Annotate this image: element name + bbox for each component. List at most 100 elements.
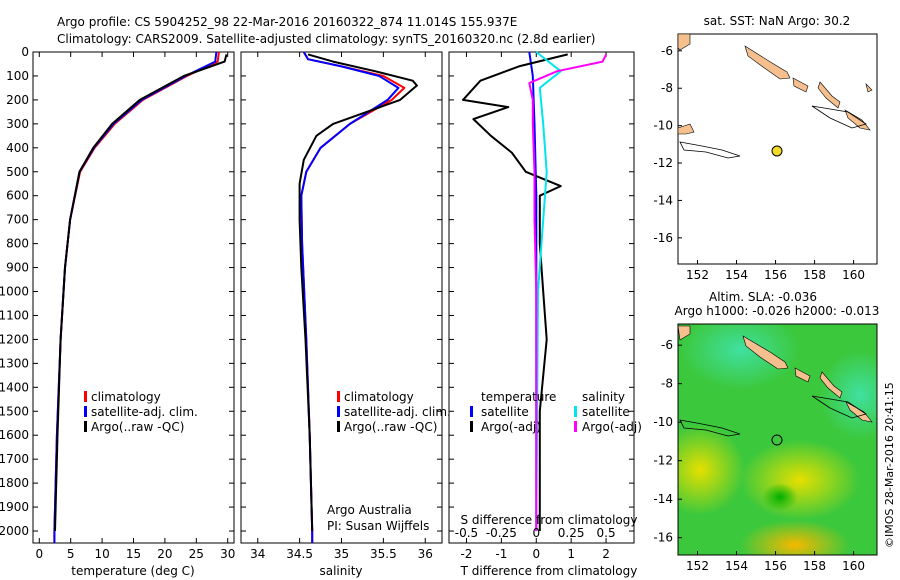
land-shape (744, 45, 791, 80)
x-tick-label: 154 (725, 559, 748, 573)
imos-credit: ©IMOS 28-Mar-2016 20:41:15 (883, 382, 896, 548)
y-tick-label: 300 (6, 117, 29, 131)
y-tick-label: 1300 (0, 356, 29, 370)
y-tick-label: 800 (6, 237, 29, 251)
legend-climatology: climatology (344, 390, 414, 404)
difference-legend: temperature satellite Argo(-adj) salinit… (470, 390, 642, 434)
series-satellite-adj-clim (53, 51, 218, 543)
legend-sal-satellite: satellite (582, 405, 630, 419)
land-shape (817, 81, 841, 109)
legend-argo: Argo(..raw -QC) (91, 420, 184, 434)
y-tick-label: 900 (6, 261, 29, 275)
legend-swatch-argo (84, 421, 87, 432)
reef-outline (679, 419, 741, 437)
land-shape (819, 371, 843, 399)
x-tick-label: 0 (35, 547, 43, 561)
y-tick-label: 1100 (0, 308, 29, 322)
s-tick-label: 0 (532, 526, 540, 540)
x-tick-label: 15 (126, 547, 141, 561)
legend-satellite: satellite-adj. clim. (344, 405, 451, 419)
y-tick-label: -14 (653, 193, 673, 207)
temperature-legend: climatology satellite-adj. clim. Argo(..… (84, 390, 198, 434)
y-tick-label: -10 (653, 119, 673, 133)
y-tick-label: -16 (653, 231, 673, 245)
x-tick-label: 25 (189, 547, 204, 561)
land-shape (742, 335, 789, 370)
map1-title: sat. SST: NaN Argo: 30.2 (704, 14, 851, 28)
y-tick-label: -6 (661, 44, 673, 58)
legend-swatch-climatology (337, 391, 340, 402)
x-tick-label: 152 (686, 268, 709, 282)
y-tick-label: 1200 (0, 332, 29, 346)
legend-swatch-sal-argo (574, 421, 577, 432)
legend-temp-argo: Argo(-adj) (481, 420, 541, 434)
sst-map (677, 33, 873, 159)
series-satellite-adj-clim (300, 51, 400, 543)
s-tick-label: 0.25 (558, 526, 585, 540)
y-tick-label: -8 (661, 377, 673, 391)
land-shape (865, 83, 873, 93)
x-tick-label: 34 (250, 547, 265, 561)
x-tick-label: 5 (67, 547, 75, 561)
sla-patch (740, 520, 850, 555)
y-tick-label: 600 (6, 189, 29, 203)
y-tick-label: -16 (653, 531, 673, 545)
y-tick-label: 1900 (0, 500, 29, 514)
legend-satellite: satellite-adj. clim. (91, 405, 198, 419)
y-tick-label: -6 (661, 338, 673, 352)
y-tick-label: -12 (653, 156, 673, 170)
difference-chart: -2 -1 0 1 2 -0.5 -0.25 0 0.25 0.5 (449, 51, 634, 561)
y-tick-label: -10 (653, 415, 673, 429)
s-tick-label: 0.5 (597, 526, 616, 540)
legend-temp-satellite: satellite (481, 405, 529, 419)
land-shape (677, 33, 691, 51)
temperature-xlabel: temperature (deg C) (71, 564, 194, 578)
salinity-note-institution: Argo Australia (327, 503, 412, 517)
salinity-chart: 34 34.5 35 35.5 36 (241, 51, 442, 561)
land-shape (677, 123, 695, 135)
x-tick-label: -2 (460, 547, 472, 561)
land-shape (678, 325, 691, 341)
legend-swatch-temp-argo (470, 421, 473, 432)
series-argo-raw-qc (54, 54, 228, 532)
legend-temperature-heading: temperature (481, 390, 556, 404)
y-tick-label: 1400 (0, 380, 29, 394)
sla-patch (680, 324, 800, 390)
y-tick-label: 200 (6, 93, 29, 107)
sla-map-frame (677, 323, 878, 556)
salinity-panel (240, 51, 443, 544)
x-tick-label: 34.5 (286, 547, 313, 561)
y-tick-label: -12 (653, 454, 673, 468)
x-tick-label: 156 (764, 559, 787, 573)
argo-location-marker (771, 434, 783, 446)
salinity-xlabel: salinity (319, 564, 362, 578)
land-shape (794, 367, 811, 383)
x-tick-label: 36 (418, 547, 433, 561)
map2-title-height: Argo h1000: -0.026 h2000: -0.013 (675, 304, 880, 318)
header-line2: Climatology: CARS2009. Satellite-adjuste… (57, 32, 595, 46)
sla-patch (740, 440, 860, 520)
y-tick-label: 0 (21, 45, 29, 59)
x-tick-label: 158 (803, 268, 826, 282)
y-tick-label: 1600 (0, 428, 29, 442)
salinity-note-pi: PI: Susan Wijffels (327, 519, 429, 533)
series-argo-raw-qc (298, 53, 418, 532)
sla-map (678, 324, 877, 555)
x-tick-label: 20 (157, 547, 172, 561)
series-salinity-argo-adj (528, 53, 607, 531)
x-tick-label: 152 (686, 559, 709, 573)
salinity-legend: climatology satellite-adj. clim. Argo(..… (327, 390, 451, 533)
x-tick-label: 35 (334, 547, 349, 561)
legend-swatch-argo (337, 421, 340, 432)
y-tick-label: 400 (6, 141, 29, 155)
legend-sal-argo: Argo(-adj) (582, 420, 642, 434)
x-tick-label: -1 (495, 547, 507, 561)
y-tick-label: 700 (6, 213, 29, 227)
temperature-chart: 0 5 10 15 20 25 300100200300400500600700800900… (0, 45, 235, 561)
x-tick-label: 35.5 (370, 547, 397, 561)
header-line1: Argo profile: CS 5904252_98 22-Mar-2016 … (57, 15, 517, 29)
x-tick-label: 0 (532, 547, 540, 561)
y-tick-label: 500 (6, 165, 29, 179)
x-tick-label: 2 (602, 547, 610, 561)
